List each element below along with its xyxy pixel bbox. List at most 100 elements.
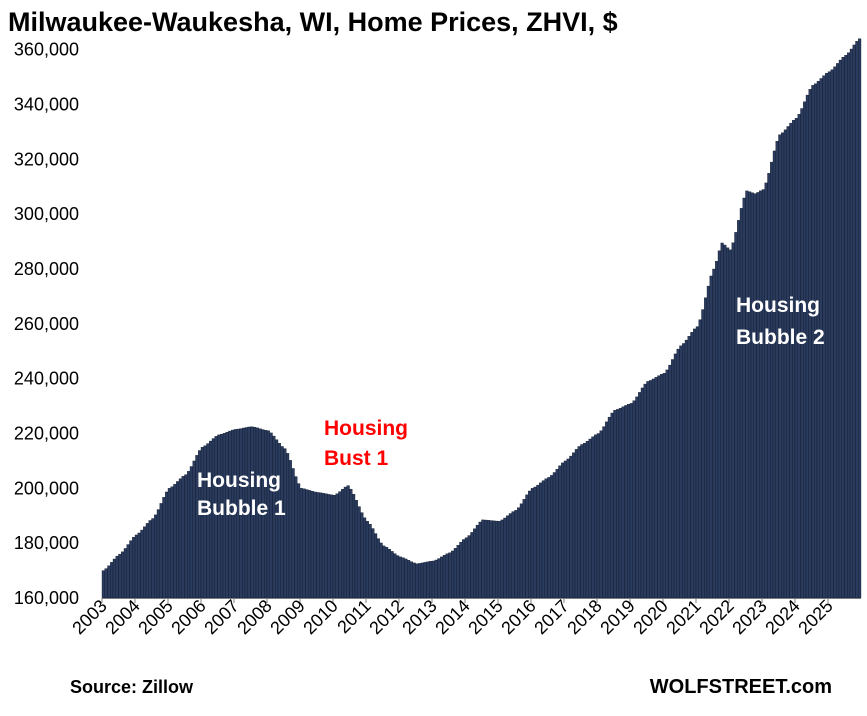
annotation-line: Bubble 1 — [197, 497, 286, 520]
bar — [638, 392, 642, 599]
bar — [107, 565, 111, 599]
bar — [132, 537, 136, 599]
bar — [528, 490, 532, 599]
bar — [833, 66, 837, 599]
bar — [679, 345, 683, 599]
bar — [497, 521, 501, 599]
x-tick-label: 2008 — [233, 596, 275, 638]
annotation-line: Bubble 2 — [736, 326, 825, 349]
bar — [723, 244, 727, 599]
bar — [695, 326, 699, 599]
bar — [387, 548, 391, 599]
annotation-line: Housing — [197, 469, 281, 492]
bar — [456, 545, 460, 599]
bar — [789, 122, 793, 599]
bar — [349, 488, 353, 599]
bar — [412, 562, 416, 599]
bar — [470, 532, 474, 599]
bar — [418, 563, 422, 599]
bar — [305, 489, 309, 599]
y-tick-label: 200,000 — [14, 478, 79, 498]
bar — [649, 380, 653, 599]
bar — [319, 492, 323, 599]
x-tick-label: 2012 — [365, 596, 407, 638]
bar — [335, 493, 339, 599]
x-tick-label: 2024 — [761, 596, 803, 638]
bar — [277, 443, 281, 599]
bar — [541, 480, 545, 599]
bar — [167, 488, 171, 599]
bar — [484, 519, 488, 599]
bar — [371, 528, 375, 599]
bar — [632, 400, 636, 599]
bar — [151, 518, 155, 599]
bar — [514, 510, 518, 599]
bar — [126, 544, 130, 599]
bar — [635, 396, 639, 599]
bar — [712, 268, 716, 599]
bar — [500, 519, 504, 599]
bar — [445, 553, 449, 599]
bar — [734, 232, 738, 599]
bar — [704, 297, 708, 599]
bar — [572, 452, 576, 599]
bar — [698, 319, 702, 599]
bar — [189, 466, 193, 599]
bar — [583, 442, 587, 599]
bar — [599, 430, 603, 599]
bar — [783, 129, 787, 599]
annotation-housing-bust-1: Housing Bust 1 — [324, 417, 414, 470]
bar — [291, 468, 295, 599]
bar — [671, 359, 675, 599]
bar — [574, 449, 578, 599]
bar — [742, 197, 746, 599]
x-tick-label: 2016 — [497, 596, 539, 638]
y-tick-label: 280,000 — [14, 259, 79, 279]
bar — [709, 275, 713, 599]
bar — [684, 339, 688, 599]
x-tick-label: 2020 — [629, 596, 671, 638]
annotation-line: Bust 1 — [324, 447, 389, 470]
bar — [324, 493, 328, 599]
bar — [506, 515, 510, 599]
bar — [640, 387, 644, 599]
bar — [825, 73, 829, 599]
bar — [415, 563, 419, 599]
bar — [517, 507, 521, 599]
bar — [602, 426, 606, 599]
bar — [338, 491, 342, 599]
bar — [657, 375, 661, 599]
bar — [750, 192, 754, 599]
x-axis-ticks: 2003200420052006200720082009201020112012… — [68, 596, 836, 638]
bar — [585, 441, 589, 599]
x-tick-label: 2007 — [200, 596, 242, 638]
bar — [511, 511, 515, 599]
bar — [770, 161, 774, 599]
bar — [374, 533, 378, 599]
bar — [781, 132, 785, 599]
bar — [792, 120, 796, 599]
bar — [558, 465, 562, 599]
bar — [294, 476, 298, 599]
bar — [555, 468, 559, 599]
bar — [390, 551, 394, 599]
y-tick-label: 260,000 — [14, 314, 79, 334]
annotation-line: Housing — [736, 294, 820, 317]
bar — [682, 343, 686, 599]
bar — [759, 190, 763, 599]
bar — [341, 489, 345, 599]
bar — [178, 478, 182, 599]
annotation-housing-bubble-2: Housing Bubble 2 — [736, 294, 826, 349]
bar — [451, 550, 455, 599]
bar — [849, 48, 853, 599]
y-tick-label: 320,000 — [14, 149, 79, 169]
bar — [156, 509, 160, 599]
bar — [836, 63, 840, 599]
bar — [844, 55, 848, 599]
bar — [569, 455, 573, 599]
bar — [588, 438, 592, 599]
bar — [346, 485, 350, 599]
bar — [492, 520, 496, 599]
y-tick-label: 360,000 — [14, 40, 79, 60]
bar — [368, 524, 372, 599]
